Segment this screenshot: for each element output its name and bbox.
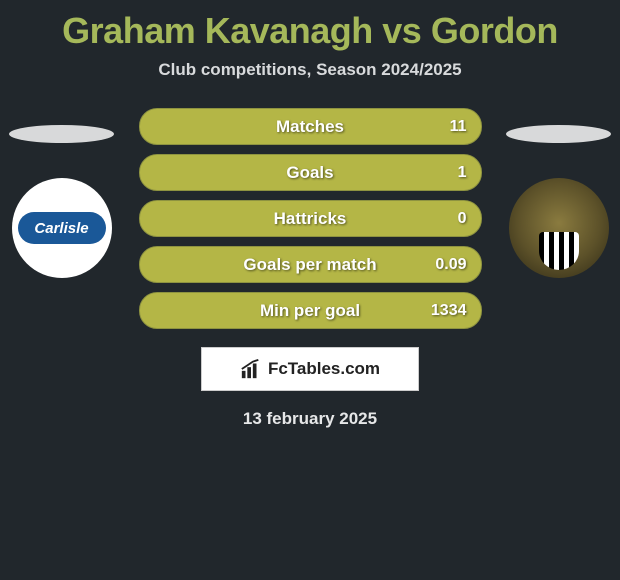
stat-label: Goals xyxy=(286,163,333,183)
team-badge-left: Carlisle xyxy=(12,178,112,278)
stat-value: 0 xyxy=(458,210,467,228)
team-badge-left-label: Carlisle xyxy=(18,212,106,244)
subtitle: Club competitions, Season 2024/2025 xyxy=(0,60,620,80)
chart-icon xyxy=(240,358,262,380)
stat-label: Goals per match xyxy=(243,255,376,275)
left-player-block: Carlisle xyxy=(4,125,119,278)
stat-row-hattricks: Hattricks 0 xyxy=(139,200,482,237)
brand-link[interactable]: FcTables.com xyxy=(201,347,419,391)
stat-label: Min per goal xyxy=(260,301,360,321)
stat-value: 11 xyxy=(450,118,467,136)
stat-value: 1 xyxy=(458,164,467,182)
brand-text: FcTables.com xyxy=(268,359,380,379)
stat-row-goals-per-match: Goals per match 0.09 xyxy=(139,246,482,283)
date-label: 13 february 2025 xyxy=(0,409,620,429)
stat-row-matches: Matches 11 xyxy=(139,108,482,145)
avatar-shadow-right xyxy=(506,125,611,143)
stat-row-min-per-goal: Min per goal 1334 xyxy=(139,292,482,329)
stat-label: Hattricks xyxy=(274,209,347,229)
stat-value: 1334 xyxy=(431,302,467,320)
stat-value: 0.09 xyxy=(435,256,466,274)
avatar-shadow-left xyxy=(9,125,114,143)
stat-label: Matches xyxy=(276,117,344,137)
team-badge-right xyxy=(509,178,609,278)
page-title: Graham Kavanagh vs Gordon xyxy=(0,0,620,52)
stat-row-goals: Goals 1 xyxy=(139,154,482,191)
right-player-block xyxy=(501,125,616,278)
stats-container: Matches 11 Goals 1 Hattricks 0 Goals per… xyxy=(139,108,482,329)
